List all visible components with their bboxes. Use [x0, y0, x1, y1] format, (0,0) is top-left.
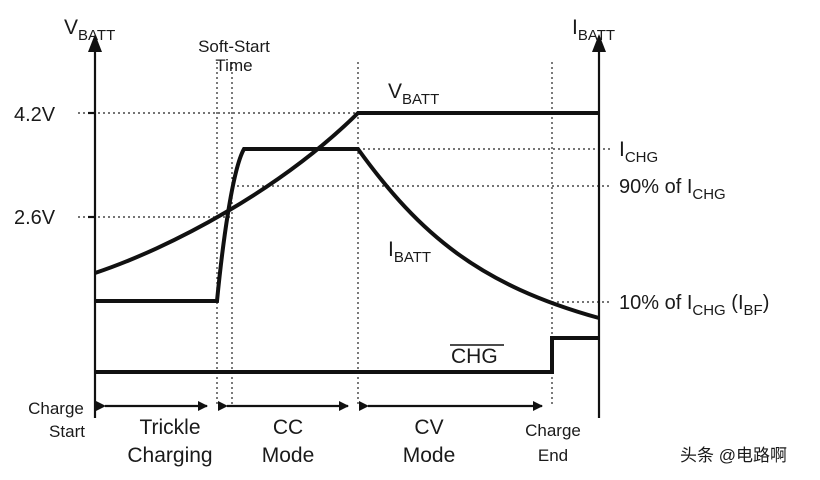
tick-label-4v2: 4.2V — [14, 104, 56, 126]
charge-start-label-1: Charge — [28, 399, 84, 418]
right-axis-arrow — [592, 34, 606, 52]
left-axis-title: VBATT — [64, 16, 115, 44]
cc-label-1: CC — [273, 416, 303, 439]
chg-label: CHG — [451, 345, 498, 368]
cv-label-2: Mode — [403, 444, 456, 467]
soft-start-label-1: Soft-Start — [198, 37, 270, 56]
tick-label-2v6: 2.6V — [14, 207, 56, 229]
ibatt-label: IBATT — [388, 238, 431, 266]
vbatt-curve — [94, 111, 599, 275]
right-axis-title: IBATT — [572, 16, 615, 44]
trickle-label-1: Trickle — [139, 416, 200, 439]
ichg-90-label: 90% of ICHG — [619, 176, 726, 203]
vbatt-label: VBATT — [388, 80, 439, 108]
left-axis-arrow — [88, 34, 102, 52]
cc-label-2: Mode — [262, 444, 315, 467]
soft-start-label-2: Time — [215, 56, 252, 75]
watermark: 头条 @电路啊 — [680, 446, 787, 465]
chg-signal — [95, 336, 599, 374]
charge-end-label-1: Charge — [525, 421, 581, 440]
trickle-label-2: Charging — [127, 444, 212, 467]
ibatt-curve — [95, 147, 600, 320]
charge-end-label-2: End — [538, 446, 568, 465]
ichg-label: ICHG — [619, 138, 658, 166]
charge-start-label-2: Start — [49, 422, 85, 441]
ichg-10-label: 10% of ICHG (IBF) — [619, 292, 769, 319]
cv-label-1: CV — [414, 416, 443, 439]
